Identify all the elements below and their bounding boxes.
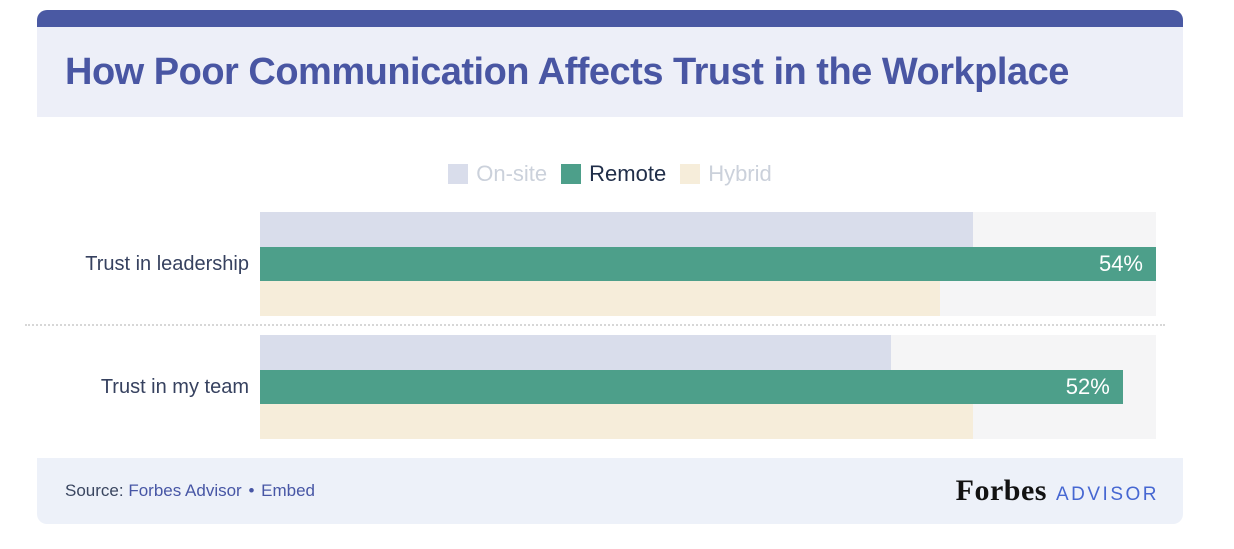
bars-trust-in-my-team: 52%: [260, 335, 1156, 440]
source-link-forbes-advisor[interactable]: Forbes Advisor: [128, 481, 242, 500]
advisor-wordmark: ADVISOR: [1055, 484, 1159, 505]
legend-item-remote[interactable]: Remote: [561, 161, 666, 187]
source-line: Source: Forbes Advisor • Embed: [65, 481, 315, 501]
value-label-trust-in-my-team-remote: 52%: [1065, 374, 1110, 399]
bar-track-on-site: [260, 212, 1156, 247]
forbes-wordmark: Forbes: [955, 474, 1047, 507]
category-label-trust-in-leadership: Trust in leadership: [85, 252, 249, 275]
bar-group-trust-in-leadership: Trust in leadership 54%: [0, 212, 1234, 317]
value-label-trust-in-leadership-remote: 54%: [1098, 251, 1143, 276]
bars-trust-in-leadership: 54%: [260, 212, 1156, 317]
bar-track-remote: 52%: [260, 369, 1156, 405]
legend: On-site Remote Hybrid: [37, 161, 1183, 187]
category-label-trust-in-my-team: Trust in my team: [100, 375, 249, 398]
bar-group-trust-in-my-team: Trust in my team 52%: [0, 335, 1234, 440]
legend-swatch-on-site: [448, 164, 469, 184]
bar-track-on-site: [260, 335, 1156, 370]
legend-label-remote: Remote: [589, 161, 667, 186]
legend-label-hybrid: Hybrid: [708, 161, 772, 186]
legend-item-hybrid[interactable]: Hybrid: [680, 161, 772, 187]
chart-title: How Poor Communication Affects Trust in …: [65, 50, 1069, 93]
bar-trust-in-leadership-hybrid[interactable]: [260, 281, 941, 317]
bar-trust-in-leadership-remote[interactable]: 54%: [260, 246, 1156, 282]
legend-label-on-site: On-site: [476, 161, 548, 186]
bar-track-hybrid: [260, 281, 1156, 317]
legend-item-on-site[interactable]: On-site: [448, 161, 547, 187]
source-label: Source:: [65, 481, 124, 500]
bar-trust-in-my-team-remote[interactable]: 52%: [260, 369, 1123, 405]
bar-trust-in-my-team-hybrid[interactable]: [260, 404, 974, 440]
legend-swatch-hybrid: [680, 164, 701, 184]
forbes-advisor-logo: Forbes ADVISOR: [956, 474, 1159, 508]
legend-swatch-remote: [561, 164, 582, 184]
bar-trust-in-leadership-on-site[interactable]: [260, 212, 974, 247]
top-accent-bar: [37, 10, 1183, 27]
chart-header: How Poor Communication Affects Trust in …: [37, 27, 1183, 117]
source-separator: •: [248, 481, 255, 500]
embed-link[interactable]: Embed: [261, 481, 316, 500]
group-separator-line: [25, 324, 1165, 326]
bar-track-remote: 54%: [260, 246, 1156, 282]
bar-trust-in-my-team-on-site[interactable]: [260, 335, 891, 370]
chart-footer: Source: Forbes Advisor • Embed Forbes AD…: [37, 458, 1183, 524]
bar-track-hybrid: [260, 404, 1156, 440]
